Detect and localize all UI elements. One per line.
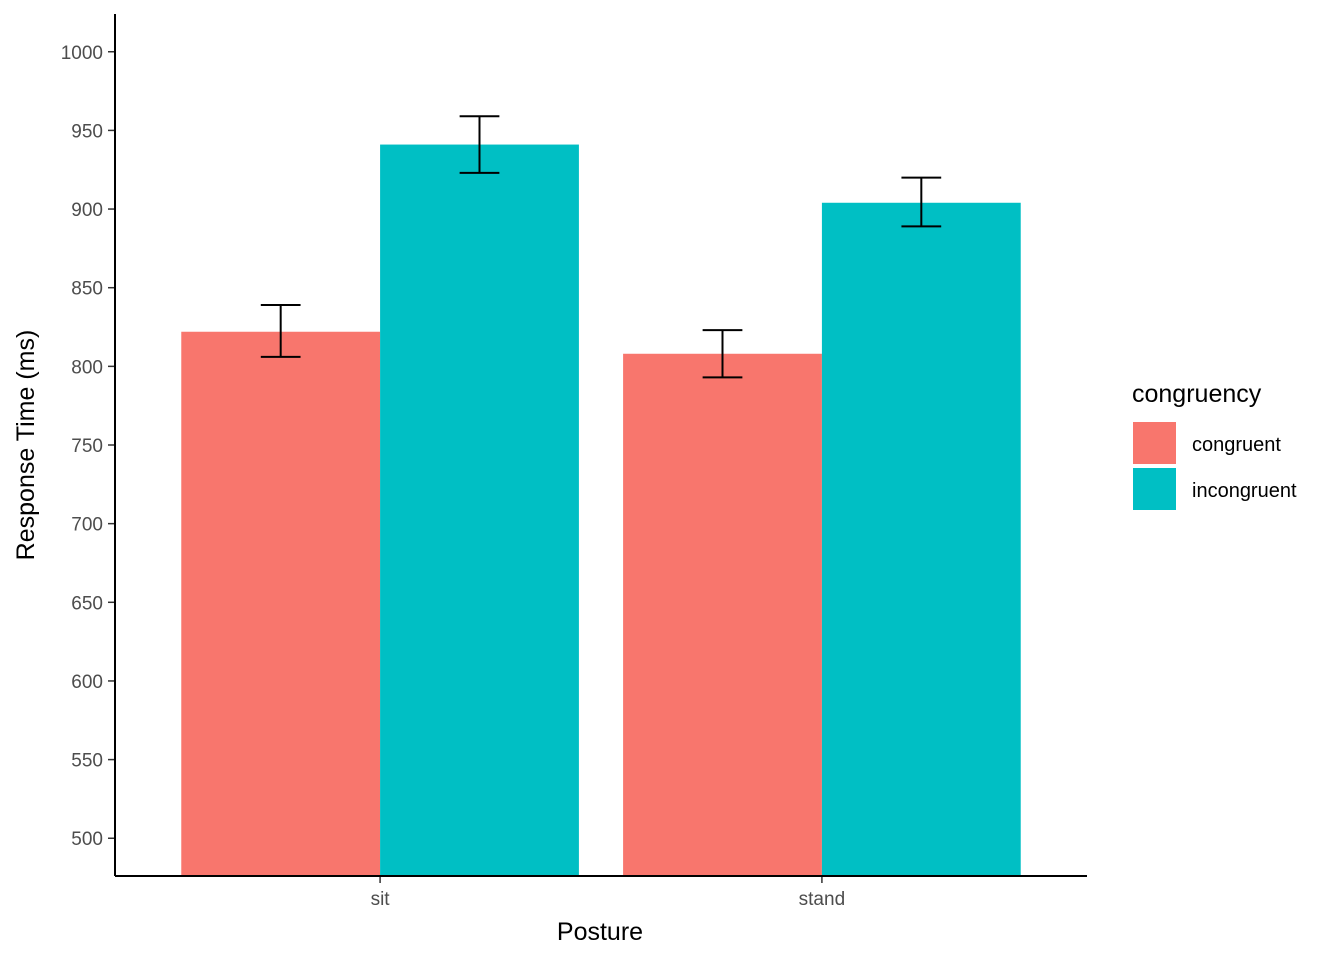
x-axis: sit stand — [115, 875, 1087, 910]
bar-incongruent-stand — [821, 202, 1021, 876]
bars — [181, 144, 1021, 877]
bar-incongruent-sit — [380, 144, 579, 876]
legend-key-incongruent — [1133, 468, 1176, 510]
y-tick-label-800: 800 — [71, 357, 103, 378]
y-tick-label-750: 750 — [71, 436, 103, 457]
bar-congruent-stand — [623, 353, 822, 876]
error-bars — [260, 115, 942, 379]
legend: congruency congruent incongruent — [1132, 380, 1297, 510]
y-tick-label-950: 950 — [71, 121, 103, 142]
x-tick-label-stand: stand — [799, 889, 845, 910]
x-axis-title: Posture — [557, 918, 643, 946]
legend-title: congruency — [1132, 380, 1262, 408]
y-tick-label-650: 650 — [71, 593, 103, 614]
y-tick-label-700: 700 — [71, 515, 103, 536]
y-tick-label-500: 500 — [71, 829, 103, 850]
y-tick-label-550: 550 — [71, 751, 103, 772]
y-tick-label-600: 600 — [71, 672, 103, 693]
y-tick-label-850: 850 — [71, 279, 103, 300]
y-tick-label-900: 900 — [71, 200, 103, 221]
bar-congruent-sit — [181, 331, 381, 877]
x-tick-label-sit: sit — [371, 889, 391, 910]
y-axis-title: Response Time (ms) — [12, 330, 40, 561]
legend-key-congruent — [1133, 422, 1176, 464]
legend-label-congruent: congruent — [1192, 434, 1281, 456]
y-axis: 500 550 600 650 700 750 800 850 900 950 1000 — [61, 14, 116, 876]
legend-label-incongruent: incongruent — [1192, 480, 1297, 502]
y-tick-label-1000: 1000 — [61, 43, 103, 64]
